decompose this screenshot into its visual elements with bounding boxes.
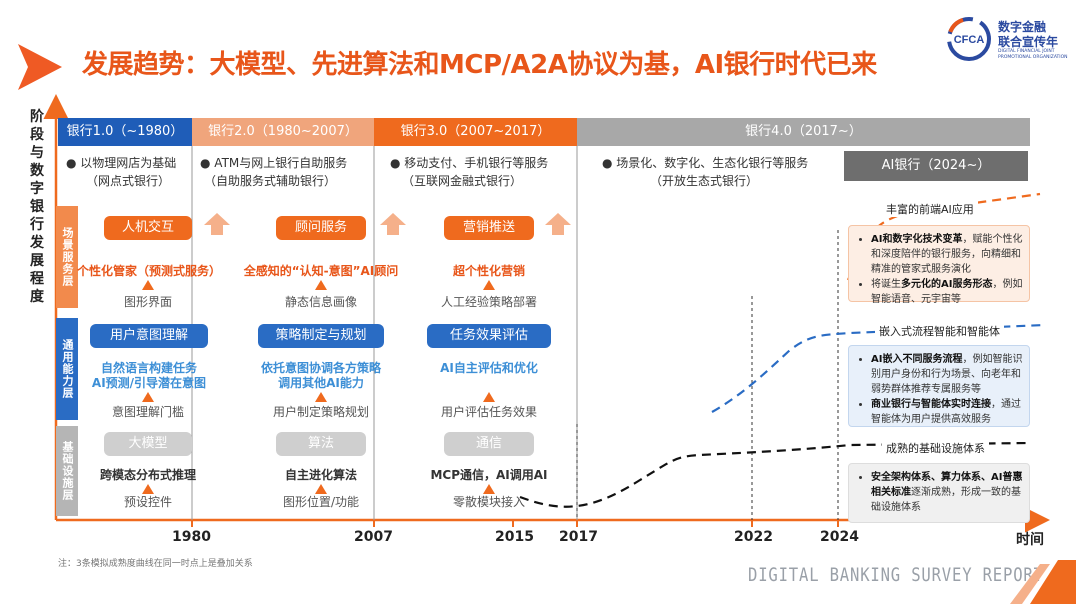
found-highlight-3: MCP通信，AI调用AI [430,468,548,482]
cap-base-2: 用户制定策略规划 [272,405,369,419]
curve-label-infrastructure: 成熟的基础设施体系 [882,440,989,456]
vlabel-char: 发 [30,235,44,251]
logo-name-line1: 数字金融 [998,20,1047,34]
found-pill-1: 大模型 [104,432,192,456]
year-label: 2024 [820,529,859,545]
triangle-up-icon [315,484,327,494]
vlabel-char: 段 [30,127,44,143]
vlabel-char: 银 [30,199,44,215]
layer-capability-label: 通用能力层 [56,318,78,420]
vlabel-char: 程 [30,271,44,287]
cfca-logo-icon: CFCA [947,17,991,61]
scene-base-2: 静态信息画像 [284,295,357,309]
era-desc-4: ● 场景化、数字化、生态化银行等服务 （开放生态式银行） [602,156,809,188]
cap-pill-3: 任务效果评估 [427,324,551,348]
vlabel-char: 与 [30,145,44,161]
report-title: DIGITAL BANKING SURVEY REPORT [748,564,1044,586]
triangle-up-icon [142,484,154,494]
cap-highlight-3: AI自主评估和优化 [440,361,538,375]
triangle-up-icon [315,280,327,290]
cap-pill-1: 用户意图理解 [90,324,208,348]
triangle-up-icon [142,280,154,290]
cap-base-1: 意图理解门槛 [111,405,184,419]
year-label: 2022 [734,529,773,545]
scene-highlight-3: 超个性化营销 [452,264,525,278]
found-pill-2: 算法 [276,432,366,456]
scene-pill-1: 人机交互 [104,216,192,240]
ai-era-badge: AI银行（2024~） [844,151,1028,181]
year-label: 1980 [172,529,211,545]
scene-pill-3: 营销推送 [444,216,534,240]
vlabel-char: 度 [30,289,44,305]
triangle-up-icon [315,392,327,402]
x-axis-label: 时间 [1016,532,1044,548]
year-label: 2007 [354,529,393,545]
curve-frontend [847,192,1041,281]
logo-name-line2: 联合宣传年 [998,35,1059,49]
card-capability: AI嵌入不同服务流程，例如智能识别用户身份和行为场景、向老年和弱势群体推荐专属服… [848,345,1030,427]
triangle-up-icon [483,484,495,494]
up-arrow-icon [545,213,571,235]
logo-abbr: CFCA [954,34,985,46]
vlabel-char: 行 [30,217,44,233]
curve-label-embedded: 嵌入式流程智能和智能体 [875,323,1004,339]
era-bar-4: 银行4.0（2017~） [577,118,1030,146]
logo-name-en: DIGITAL FINANCIAL JOINT PROMOTIONAL ORGA… [998,49,1068,60]
up-arrow-icon [204,213,230,235]
found-highlight-1: 跨模态分布式推理 [99,468,196,482]
era-desc-2: ● ATM与网上银行自助服务 （自助服务式辅助银行） [200,156,348,188]
found-base-1: 预设控件 [123,495,172,509]
year-label: 2017 [559,529,598,545]
card-foundation: 安全架构体系、算力体系、AI普惠相关标准逐渐成熟，形成一致的基础设施体系 [848,463,1030,523]
cap-pill-2: 策略制定与规划 [258,324,384,348]
triangle-up-icon [142,392,154,402]
vlabel-char: 数 [30,163,44,179]
found-highlight-2: 自主进化算法 [284,468,357,482]
era-desc-3: ● 移动支付、手机银行等服务 （互联网金融式银行） [390,156,549,188]
cap-highlight-2: 依托意图协调各方策略 调用其他AI能力 [260,361,381,390]
era-bar-3: 银行3.0（2007~2017） [374,118,577,146]
layer-foundation-label: 基础设施层 [56,426,78,516]
card-scene: AI和数字化技术变革，赋能个性化和深度陪伴的银行服务，向精细和精准的管家式服务演… [848,225,1030,305]
found-pill-3: 通信 [444,432,534,456]
page-title: 发展趋势：大模型、先进算法和MCP/A2A协议为基，AI银行时代已来 [82,50,877,80]
year-label: 2015 [495,529,534,545]
up-arrow-icon [380,213,406,235]
vlabel-char: 字 [30,181,44,197]
vlabel-char: 展 [30,253,44,269]
scene-highlight-1: 个性化管家（预测式服务） [76,264,221,278]
corner-decoration-icon [1010,560,1076,604]
cap-highlight-1: 自然语言构建任务 AI预测/引导潜在意图 [91,361,207,390]
scene-base-1: 图形界面 [123,295,172,309]
scene-base-3: 人工经验策略部署 [440,295,537,309]
found-base-3: 零散模块接入 [452,495,525,509]
layer-scene-label: 场景服务层 [56,206,78,308]
era-bar-2: 银行2.0（1980~2007） [192,118,374,146]
curve-infrastructure [519,441,1031,508]
triangle-up-icon [483,392,495,402]
scene-highlight-2: 全感知的“认知-意图”AI顾问 [243,264,399,278]
found-base-2: 图形位置/功能 [282,495,360,509]
cap-base-3: 用户评估任务效果 [440,405,537,419]
curve-label-frontend: 丰富的前端AI应用 [882,201,978,217]
vertical-axis-label: 阶 段 与 数 字 银 行 发 展 程 度 [28,108,46,306]
triangle-up-icon [483,280,495,290]
chevron-arrow-icon [18,44,62,90]
era-bar-1: 银行1.0（~1980） [58,118,192,146]
vlabel-char: 阶 [30,109,44,125]
era-desc-1: ● 以物理网店为基础 （网点式银行） [66,156,177,188]
scene-pill-2: 顾问服务 [276,216,366,240]
footnote: 注：3条模拟成熟度曲线在同一时点上是叠加关系 [58,559,253,569]
